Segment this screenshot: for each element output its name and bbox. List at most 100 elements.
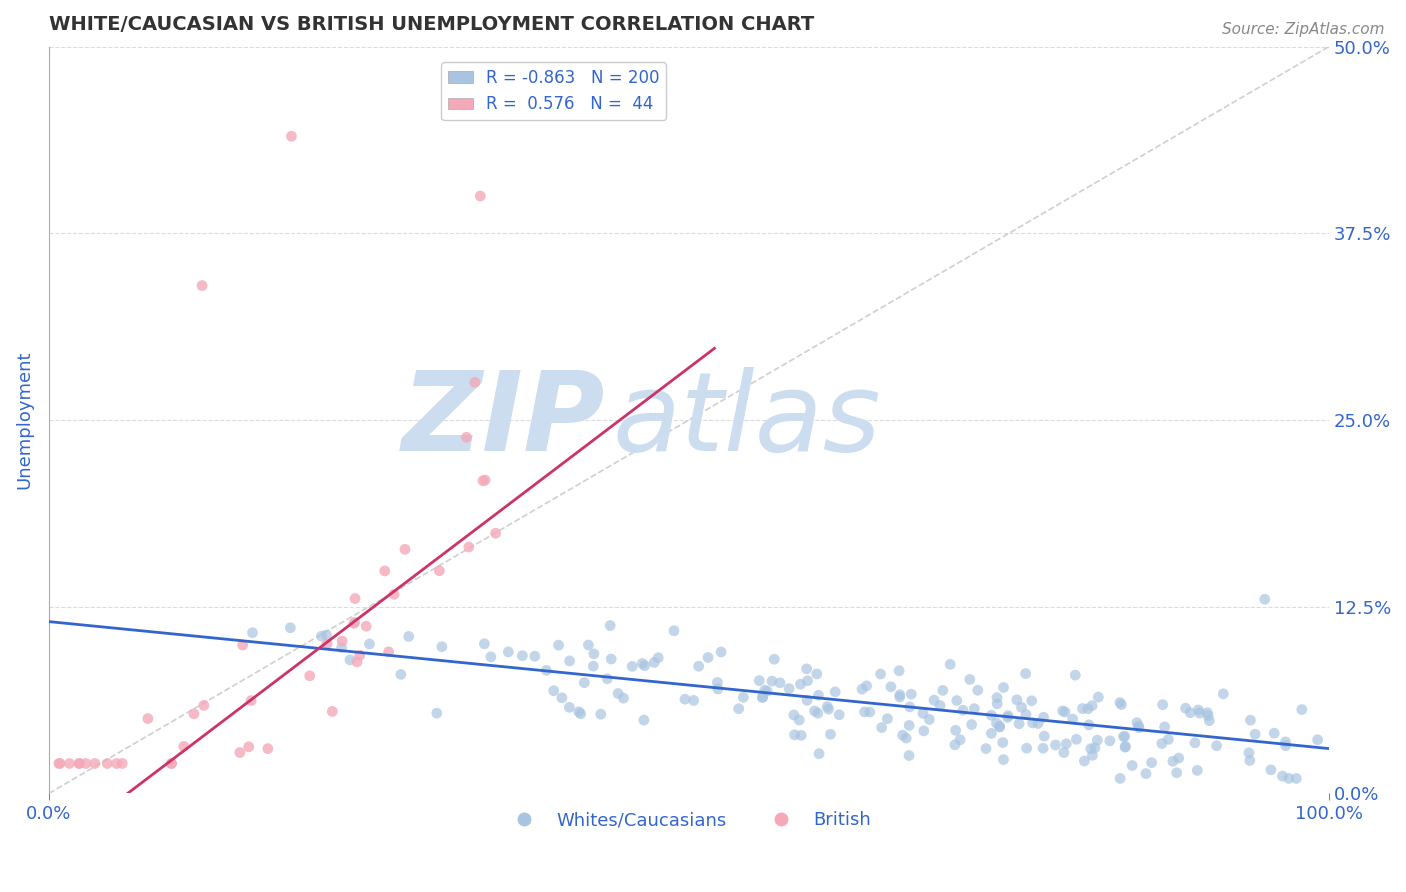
Point (1080, 741, 1102, 756)
Point (48, 756, 70, 771)
Point (621, 659, 644, 673)
Point (803, 704, 825, 718)
Point (316, 637, 339, 651)
Point (991, 735, 1014, 749)
Point (952, 703, 974, 717)
Point (1066, 732, 1088, 747)
Point (898, 718, 921, 732)
Point (1140, 756, 1163, 770)
Text: Source: ZipAtlas.com: Source: ZipAtlas.com (1222, 22, 1385, 37)
Point (160, 756, 183, 771)
Point (394, 542, 416, 557)
Point (974, 741, 997, 756)
Point (870, 721, 893, 735)
Point (789, 677, 811, 691)
Point (578, 638, 600, 652)
Point (828, 707, 851, 722)
Point (1198, 714, 1220, 728)
Point (374, 564, 396, 578)
Point (1271, 769, 1294, 783)
Point (1077, 701, 1099, 715)
Point (796, 662, 818, 676)
Point (1197, 708, 1219, 723)
Point (939, 657, 962, 672)
Point (807, 688, 830, 702)
Point (232, 638, 254, 652)
Point (783, 708, 806, 723)
Point (58, 756, 80, 771)
Point (1064, 668, 1087, 682)
Point (1033, 729, 1056, 743)
Point (1152, 698, 1174, 712)
Point (1011, 700, 1033, 714)
Point (889, 690, 911, 704)
Point (1291, 702, 1313, 716)
Point (111, 756, 134, 771)
Point (359, 637, 381, 651)
Point (1212, 687, 1234, 701)
Point (647, 650, 669, 665)
Point (1098, 733, 1121, 747)
Point (1081, 698, 1104, 713)
Point (96, 756, 118, 771)
Point (1239, 754, 1261, 768)
Point (1008, 716, 1031, 731)
Point (1166, 765, 1188, 780)
Point (311, 629, 333, 643)
Point (1087, 690, 1109, 704)
Point (349, 648, 371, 663)
Point (456, 430, 478, 444)
Point (1032, 710, 1054, 724)
Point (898, 748, 921, 763)
Point (1045, 738, 1067, 752)
Point (315, 628, 337, 642)
Point (673, 692, 696, 706)
Point (932, 683, 955, 698)
Point (993, 681, 1015, 695)
Point (808, 747, 831, 761)
Point (136, 712, 159, 726)
Point (160, 756, 183, 771)
Point (346, 655, 368, 669)
Point (569, 706, 592, 721)
Point (1278, 772, 1301, 786)
Point (471, 474, 494, 488)
Point (912, 723, 935, 738)
Point (988, 719, 1011, 733)
Point (1188, 706, 1211, 720)
Point (1260, 763, 1282, 777)
Point (191, 278, 214, 293)
Point (484, 526, 506, 541)
Point (280, 129, 302, 144)
Point (582, 647, 605, 661)
Text: ZIP: ZIP (402, 367, 606, 474)
Point (589, 707, 612, 722)
Point (815, 699, 838, 714)
Point (756, 684, 779, 698)
Point (278, 621, 301, 635)
Point (751, 690, 773, 705)
Point (474, 637, 496, 651)
Point (633, 713, 655, 727)
Point (763, 652, 786, 666)
Point (398, 630, 420, 644)
Point (1021, 694, 1043, 708)
Point (173, 739, 195, 754)
Point (754, 683, 776, 698)
Point (612, 691, 634, 706)
Point (582, 659, 605, 673)
Point (859, 705, 882, 719)
Point (806, 667, 828, 681)
Point (894, 731, 917, 745)
Point (796, 673, 818, 688)
Point (1032, 741, 1054, 756)
Point (943, 738, 966, 752)
Point (993, 753, 1015, 767)
Point (1005, 693, 1028, 707)
Point (997, 710, 1019, 724)
Point (1114, 739, 1136, 754)
Point (339, 653, 361, 667)
Point (1153, 720, 1175, 734)
Point (470, 189, 492, 203)
Point (430, 640, 453, 654)
